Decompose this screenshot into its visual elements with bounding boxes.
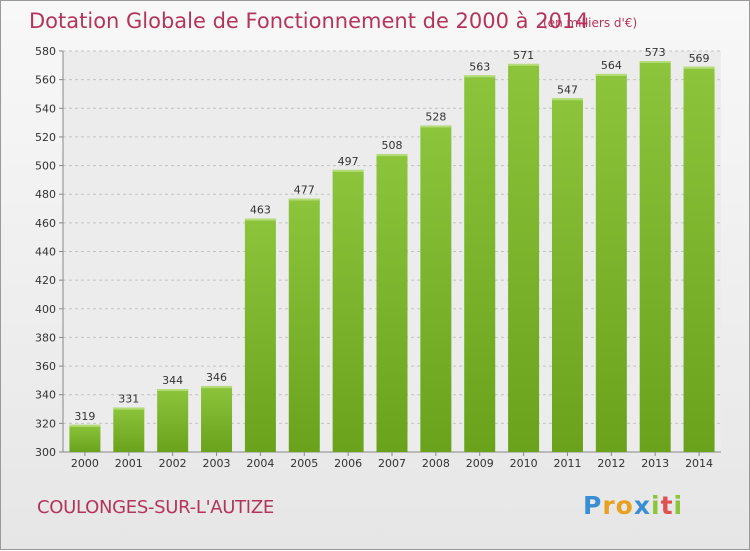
data-label: 569 [689, 52, 710, 65]
bar-highlight [157, 388, 189, 391]
data-label: 344 [162, 374, 183, 387]
logo-letter: o [615, 491, 634, 520]
bar [683, 66, 715, 452]
y-tick-label: 500 [35, 160, 56, 173]
data-label: 463 [250, 204, 271, 217]
logo-letter: P [583, 491, 603, 520]
bar-highlight [508, 63, 540, 66]
bar-highlight [244, 218, 276, 221]
bar-highlight [639, 61, 671, 64]
data-label: 528 [425, 110, 446, 123]
bar-highlight [113, 407, 145, 410]
x-tick-label: 2013 [641, 457, 669, 470]
x-tick-label: 2005 [290, 457, 318, 470]
chart-title: Dotation Globale de Fonctionnement de 20… [29, 9, 589, 33]
y-tick-label: 460 [35, 217, 56, 230]
bar [551, 98, 583, 452]
bar [639, 61, 671, 453]
bar-highlight [551, 98, 583, 101]
x-tick-label: 2004 [246, 457, 274, 470]
x-tick-label: 2003 [203, 457, 231, 470]
bar-highlight [595, 73, 627, 76]
y-tick-label: 400 [35, 303, 56, 316]
data-label: 547 [557, 83, 578, 96]
y-tick-label: 560 [35, 74, 56, 87]
y-tick-label: 340 [35, 389, 56, 402]
logo-letter: x [633, 491, 651, 520]
y-tick-label: 520 [35, 131, 56, 144]
x-tick-label: 2006 [334, 457, 362, 470]
data-label: 319 [74, 410, 95, 423]
bar [508, 63, 540, 453]
x-tick-label: 2007 [378, 457, 406, 470]
bar-highlight [683, 66, 715, 69]
bar-highlight [376, 154, 408, 157]
bar-highlight [201, 386, 233, 389]
data-label: 508 [382, 139, 403, 152]
bar-highlight [332, 169, 364, 172]
proxiti-logo: Proxiti [583, 491, 683, 520]
bar [595, 73, 627, 453]
bar [376, 154, 408, 452]
bar [113, 407, 145, 452]
y-tick-label: 540 [35, 102, 56, 115]
x-tick-label: 2010 [510, 457, 538, 470]
data-label: 346 [206, 371, 227, 384]
data-label: 331 [118, 393, 139, 406]
bar-highlight [464, 75, 496, 78]
data-label: 573 [645, 46, 666, 59]
data-label: 563 [469, 60, 490, 73]
bar [464, 75, 496, 452]
data-label: 497 [338, 155, 359, 168]
y-tick-label: 320 [35, 417, 56, 430]
y-tick-label: 580 [35, 45, 56, 58]
bar [332, 169, 364, 452]
x-tick-label: 2000 [71, 457, 99, 470]
x-tick-label: 2002 [159, 457, 187, 470]
y-tick-label: 420 [35, 274, 56, 287]
bar [201, 386, 233, 452]
y-tick-label: 380 [35, 331, 56, 344]
y-tick-label: 440 [35, 246, 56, 259]
bar [69, 424, 101, 452]
logo-letter: t [660, 491, 674, 520]
y-tick-label: 480 [35, 188, 56, 201]
bar [420, 125, 452, 452]
data-label: 571 [513, 49, 534, 62]
x-tick-label: 2008 [422, 457, 450, 470]
bar [288, 198, 320, 452]
x-tick-label: 2009 [466, 457, 494, 470]
commune-name: COULONGES-SUR-L'AUTIZE [37, 497, 274, 518]
bar [157, 388, 189, 452]
x-tick-label: 2011 [553, 457, 581, 470]
x-tick-label: 2001 [115, 457, 143, 470]
x-tick-label: 2012 [597, 457, 625, 470]
x-tick-label: 2014 [685, 457, 713, 470]
y-tick-label: 360 [35, 360, 56, 373]
logo-letter: i [673, 491, 684, 520]
y-tick-label: 300 [35, 446, 56, 459]
data-label: 477 [294, 184, 315, 197]
bar-highlight [420, 125, 452, 128]
chart-subtitle: (en milliers d'€) [543, 16, 638, 30]
data-label: 564 [601, 59, 622, 72]
bar-highlight [69, 424, 101, 427]
bar [244, 218, 276, 452]
logo-letter: i [651, 491, 661, 520]
logo-letter: r [602, 491, 616, 520]
bar-highlight [288, 198, 320, 201]
